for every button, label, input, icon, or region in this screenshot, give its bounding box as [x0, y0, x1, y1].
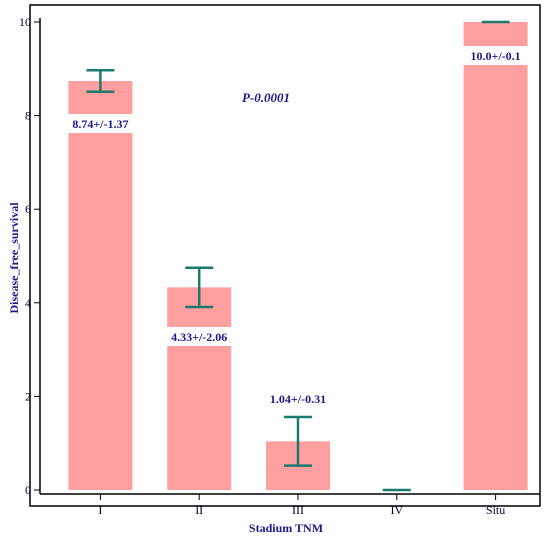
bars-group	[68, 22, 528, 490]
x-tick-label: Situ	[486, 503, 505, 517]
error-bar-III	[284, 415, 312, 467]
bar-Situ	[463, 22, 528, 490]
error-bar-I	[86, 68, 115, 93]
y-tick-label: 0	[25, 483, 31, 497]
plot-frame	[29, 4, 541, 507]
data-label-I: 8.74+/-1.37	[59, 114, 142, 133]
data-label-box	[59, 114, 142, 133]
x-axis-title: Stadium TNM	[249, 521, 323, 535]
x-tick-label: III	[292, 503, 304, 517]
bar-II	[167, 287, 232, 490]
x-tick-label: I	[98, 503, 102, 517]
data-label-III: 1.04+/-0.31	[270, 392, 326, 406]
y-axis-title: Disease_free_survival	[7, 202, 21, 314]
error-bar-II	[185, 266, 214, 309]
y-tick-label: 10	[19, 15, 31, 29]
p-value-annotation: P-0.0001	[242, 90, 290, 105]
y-tick-label: 4	[25, 296, 31, 310]
x-axis: I II III IV Situ	[40, 493, 540, 517]
x-tick-label: II	[195, 503, 203, 517]
data-label-box	[157, 327, 241, 346]
x-tick-label: IV	[390, 503, 403, 517]
data-label-text: 4.33+/-2.06	[171, 330, 227, 344]
data-label-II: 4.33+/-2.06	[157, 327, 241, 346]
y-tick-label: 2	[25, 389, 31, 403]
y-tick-label: 8	[25, 109, 31, 123]
y-tick-label: 6	[25, 202, 31, 216]
data-label-Situ: 10.0+/-0.1	[457, 46, 534, 65]
data-label-text: 1.04+/-0.31	[270, 392, 326, 406]
bar-I	[68, 80, 133, 490]
data-labels-group: 8.74+/-1.37 4.33+/-2.06 1.04+/-0.31 10.0+/-…	[59, 46, 534, 406]
data-label-text: 8.74+/-1.37	[72, 117, 128, 131]
data-label-box	[457, 46, 534, 65]
error-bars-group	[86, 20, 510, 492]
y-axis: 0 2 4 6 8 10	[19, 15, 41, 497]
data-label-text: 10.0+/-0.1	[471, 49, 521, 63]
